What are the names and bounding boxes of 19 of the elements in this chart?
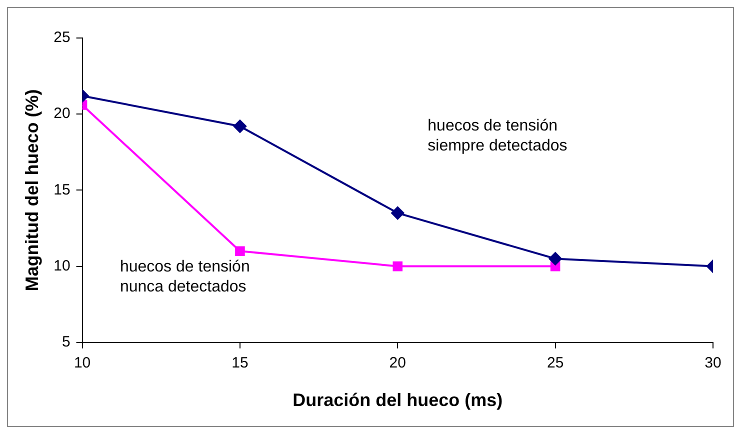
x-tick-label: 25: [546, 354, 564, 372]
y-tick-label: 10: [54, 257, 70, 274]
y-tick-label: 5: [62, 334, 70, 351]
x-tick-label: 10: [74, 354, 91, 372]
point: [548, 252, 562, 266]
x-tick-label: 15: [232, 354, 248, 372]
point: [391, 206, 404, 220]
annotation: huecos de tensión siempre detectados: [428, 117, 568, 154]
x-axis-title: Duración del hueco (ms): [292, 390, 503, 410]
x-tick-label: 30: [704, 354, 722, 372]
point: [392, 261, 403, 272]
x-tick-label: 20: [389, 354, 406, 372]
point: [233, 120, 246, 133]
y-tick-label: 20: [54, 105, 70, 122]
point: [235, 246, 245, 256]
annotation: huecos de tensión nunca detectados: [120, 258, 250, 296]
y-tick-label: 25: [54, 29, 70, 46]
y-tick-label: 15: [54, 181, 70, 198]
y-axis-title: Magnitud del hueco (%): [22, 89, 42, 292]
